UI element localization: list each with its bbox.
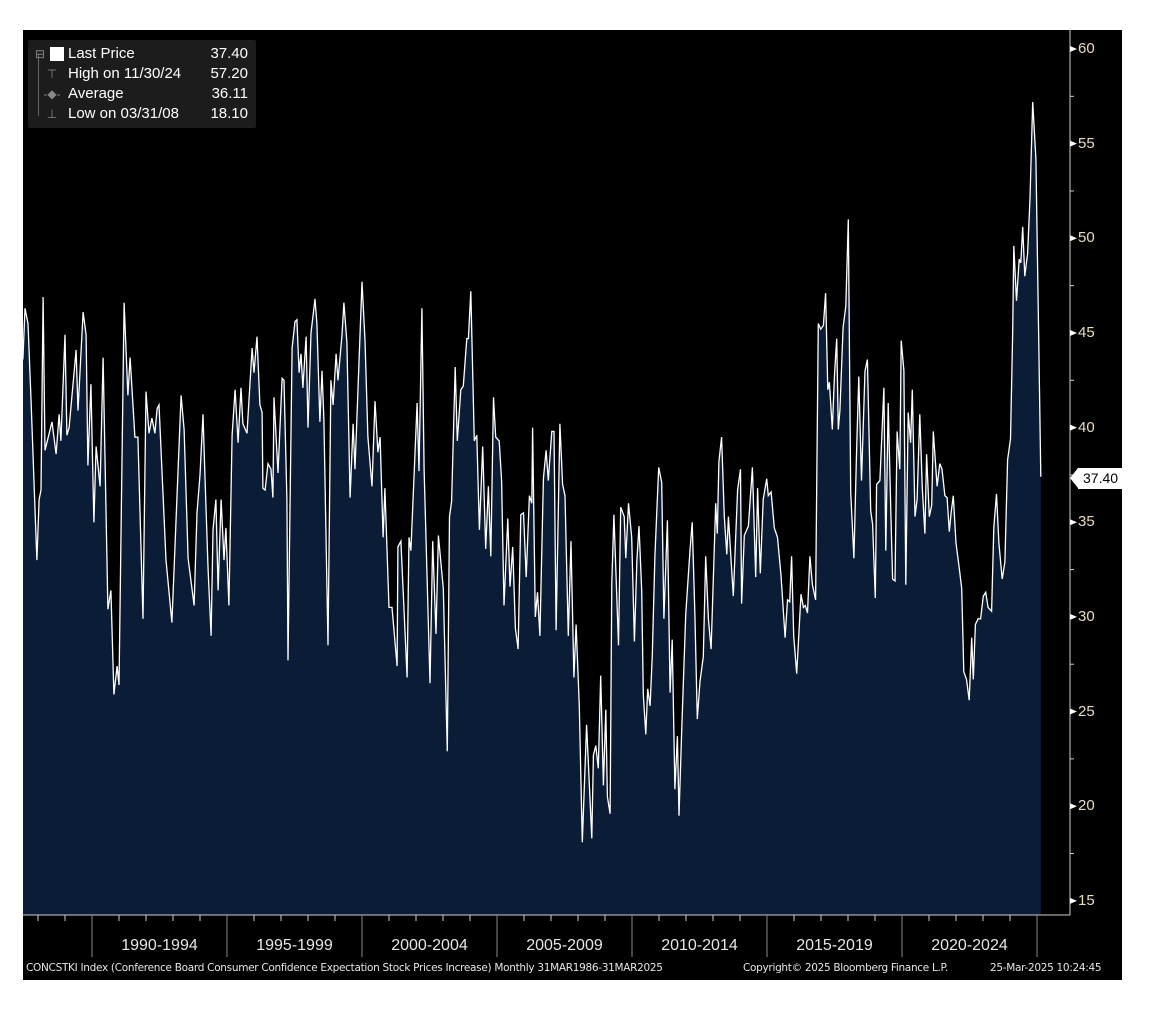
last-price-swatch-icon [50, 47, 64, 61]
collapse-icon[interactable]: ⊟ [34, 47, 46, 61]
y-tick-mark [1070, 613, 1077, 620]
legend-average[interactable]: -◆- Average 36.11 [43, 84, 248, 104]
legend: ⊟ Last Price 37.40 ⊤ High on 11/30/24 57… [28, 40, 256, 128]
y-tick-mark [1070, 803, 1077, 810]
x-period-label: 1995-1999 [256, 937, 333, 954]
x-period-label: 2015-2019 [796, 937, 873, 954]
legend-tree-line [38, 54, 39, 116]
high-marker-icon: ⊤ [46, 67, 58, 81]
y-tick-label: 55 [1078, 134, 1095, 152]
y-tick-label: 25 [1078, 702, 1095, 720]
legend-low[interactable]: ⊥ Low on 03/31/08 18.10 [47, 104, 248, 124]
y-tick-label: 50 [1078, 229, 1095, 247]
x-period-label: 2005-2009 [526, 937, 603, 954]
legend-high[interactable]: ⊤ High on 11/30/24 57.20 [47, 64, 248, 84]
y-tick-mark [1070, 235, 1077, 242]
footer-timestamp: 25-Mar-2025 10:24:45 [990, 962, 1102, 974]
y-tick-mark [1070, 329, 1077, 336]
y-tick-label: 40 [1078, 418, 1095, 436]
low-marker-icon: ⊥ [46, 107, 58, 121]
y-tick-mark [1070, 424, 1077, 431]
x-period-label: 2010-2014 [661, 937, 738, 954]
y-tick-label: 45 [1078, 323, 1095, 341]
y-tick-label: 30 [1078, 607, 1095, 625]
average-marker-icon: -◆- [43, 87, 61, 101]
y-tick-mark [1070, 140, 1077, 147]
y-tick-mark [1070, 519, 1077, 526]
last-price-tag: 37.40 [1069, 468, 1123, 489]
legend-last-price[interactable]: ⊟ Last Price 37.40 [34, 45, 248, 62]
y-tick-label: 20 [1078, 797, 1095, 815]
y-tick-mark [1070, 46, 1077, 52]
footer-description: CONCSTKI Index (Conference Board Consume… [26, 962, 663, 974]
y-tick-label: 60 [1078, 40, 1095, 57]
footer-copyright: Copyright© 2025 Bloomberg Finance L.P. [743, 962, 948, 974]
x-period-label: 1990-1994 [121, 937, 198, 954]
price-line [23, 101, 1042, 843]
x-period-label: 2000-2004 [391, 937, 468, 954]
y-tick-label: 15 [1078, 891, 1095, 909]
x-period-label: 2020-2024 [931, 937, 1008, 954]
y-tick-mark [1070, 708, 1077, 715]
y-tick-label: 35 [1078, 513, 1095, 531]
y-tick-mark [1070, 897, 1077, 904]
price-area [23, 102, 1041, 915]
